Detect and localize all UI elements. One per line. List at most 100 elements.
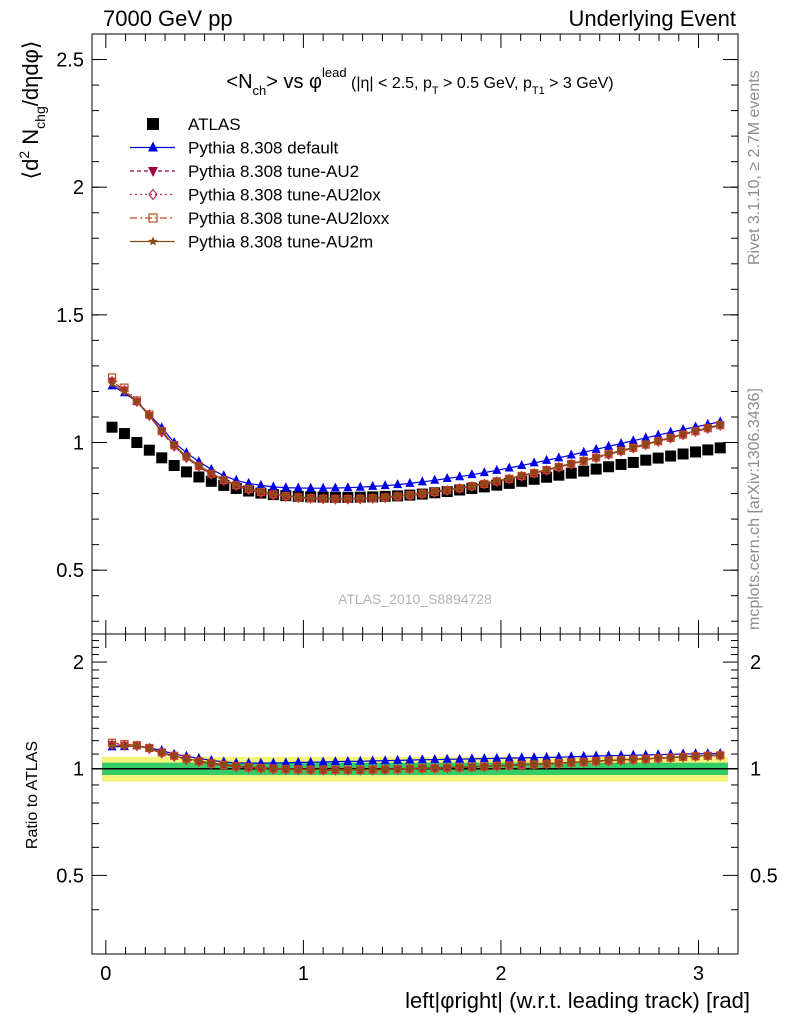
ratio-point-pythia-8-308-tune-au2m bbox=[703, 751, 713, 760]
data-point-pythia-8-308-tune-au2m bbox=[145, 411, 154, 420]
data-point-atlas bbox=[106, 421, 118, 433]
x-label-b: right| (w.r.t. leading track) [rad] bbox=[455, 988, 751, 1013]
ratio-point-pythia-8-308-tune-au2m bbox=[331, 765, 340, 774]
plot-title-cuts-sub1: T bbox=[432, 85, 439, 97]
data-point-pythia-8-308-tune-au2m bbox=[616, 445, 626, 455]
data-point-pythia-8-308-tune-au2m bbox=[318, 493, 328, 502]
ratio-point-pythia-8-308-tune-au2m bbox=[529, 759, 539, 768]
ratio-point-pythia-8-308-tune-au2m bbox=[480, 761, 489, 770]
data-point-pythia-8-308-tune-au2m bbox=[157, 426, 166, 435]
ratio-point-pythia-8-308-tune-au2m bbox=[616, 755, 626, 764]
data-point-pythia-8-308-default bbox=[293, 482, 303, 492]
data-point-pythia-8-308-default bbox=[628, 435, 638, 445]
data-point-pythia-8-308-tune-au2m bbox=[269, 489, 278, 498]
data-point-atlas bbox=[193, 471, 205, 483]
ratio-point-pythia-8-308-tune-au2m bbox=[629, 754, 638, 763]
ratio-point-pythia-8-308-tune-au2m bbox=[653, 753, 663, 762]
data-point-pythia-8-308-tune-au2m bbox=[492, 476, 502, 485]
data-point-pythia-8-308-tune-au2m bbox=[691, 426, 700, 435]
legend: ATLAS Pythia 8.308 default Pythia 8.308 tu… bbox=[130, 115, 390, 252]
data-point-pythia-8-308-tune-au2m bbox=[306, 493, 315, 502]
data-point-pythia-8-308-default bbox=[343, 482, 353, 492]
ratio-point-pythia-8-308-tune-au2m bbox=[256, 763, 266, 772]
data-point-pythia-8-308-tune-au2m bbox=[430, 487, 439, 496]
data-point-atlas bbox=[690, 446, 702, 458]
ratio-point-pythia-8-308-tune-au2m bbox=[120, 741, 129, 750]
ratio-series-layer bbox=[107, 738, 725, 776]
ratio-point-pythia-8-308-tune-au2m bbox=[567, 757, 576, 766]
data-point-pythia-8-308-default bbox=[442, 473, 452, 483]
data-point-pythia-8-308-tune-au2m bbox=[542, 465, 551, 474]
ratio-point-pythia-8-308-default bbox=[504, 752, 514, 762]
data-point-pythia-8-308-tune-au2m bbox=[418, 488, 427, 497]
ratio-point-pythia-8-308-tune-au2m bbox=[318, 765, 328, 774]
data-point-pythia-8-308-default bbox=[554, 452, 564, 462]
data-point-atlas bbox=[565, 467, 577, 479]
data-point-pythia-8-308-tune-au2m bbox=[194, 461, 204, 470]
data-point-pythia-8-308-tune-au2m bbox=[554, 462, 564, 471]
ratio-point-pythia-8-308-tune-au2m bbox=[356, 765, 365, 774]
ratio-point-pythia-8-308-tune-au2m bbox=[132, 741, 142, 750]
data-point-atlas bbox=[180, 466, 192, 478]
ratio-point-pythia-8-308-tune-au2m bbox=[430, 763, 439, 772]
ratio-point-pythia-8-308-tune-au2m bbox=[107, 741, 117, 750]
data-point-pythia-8-308-tune-au2m bbox=[393, 491, 402, 500]
main-y-axis-label: ⟨d2 Nchg/dηdφ⟩ bbox=[16, 41, 48, 180]
data-point-pythia-8-308-default bbox=[244, 477, 254, 487]
x-label-a: left| bbox=[405, 988, 440, 1013]
ratio-point-pythia-8-308-tune-au2m bbox=[269, 763, 278, 772]
ratio-point-pythia-8-308-tune-au2m bbox=[219, 760, 228, 769]
data-point-atlas bbox=[168, 459, 180, 471]
data-point-pythia-8-308-default bbox=[529, 457, 539, 467]
header-right: Underlying Event bbox=[568, 6, 736, 31]
legend-label-pythia-8-308-tune-au2lox: Pythia 8.308 tune-AU2lox bbox=[188, 186, 381, 205]
plot-title-mid: > vs φ bbox=[266, 71, 322, 93]
data-point-atlas bbox=[640, 454, 652, 466]
ratio-point-pythia-8-308-default bbox=[268, 757, 278, 767]
data-point-pythia-8-308-tune-au2m bbox=[343, 493, 353, 503]
ratio-point-pythia-8-308-default bbox=[455, 753, 465, 763]
data-point-pythia-8-308-default bbox=[517, 459, 527, 469]
ratio-point-pythia-8-308-tune-au2m bbox=[244, 762, 253, 771]
data-point-pythia-8-308-tune-au2lox bbox=[120, 384, 129, 396]
ratio-point-pythia-8-308-default bbox=[380, 755, 390, 765]
ratio-point-pythia-8-308-default bbox=[542, 751, 552, 761]
data-point-pythia-8-308-tune-au2m bbox=[169, 440, 179, 449]
plot-title: <Nch> vs φlead (|η| < 2.5, pT > 0.5 GeV,… bbox=[226, 65, 613, 98]
ratio-point-pythia-8-308-tune-au2m bbox=[405, 763, 415, 772]
legend-label-pythia-8-308-tune-au2m: Pythia 8.308 tune-AU2m bbox=[188, 233, 373, 252]
data-point-pythia-8-308-default bbox=[653, 429, 663, 439]
data-point-pythia-8-308-default bbox=[380, 480, 390, 490]
legend-label-atlas: ATLAS bbox=[188, 115, 241, 134]
main-panel: 0.5 1 1.5 2 2.5 bbox=[56, 33, 739, 635]
ratio-point-pythia-8-308-tune-au2m bbox=[343, 765, 353, 774]
data-point-pythia-8-308-default bbox=[641, 432, 651, 442]
plot-title-cuts-c: > 3 GeV) bbox=[545, 75, 614, 92]
y-label-sup: 2 bbox=[16, 151, 32, 159]
ratio-point-pythia-8-308-tune-au2m bbox=[182, 754, 191, 763]
data-point-pythia-8-308-tune-au2m bbox=[666, 432, 675, 441]
x-tick-label: 2 bbox=[495, 963, 506, 985]
data-point-pythia-8-308-tune-au2m bbox=[703, 423, 713, 432]
data-point-atlas bbox=[590, 463, 602, 475]
data-point-pythia-8-308-tune-au2m bbox=[132, 397, 142, 406]
data-point-pythia-8-308-tune-au2m bbox=[244, 484, 253, 493]
data-point-pythia-8-308-tune-au2m bbox=[281, 491, 291, 500]
legend-marker-pythia-8-308-tune-au2 bbox=[148, 167, 158, 177]
data-point-pythia-8-308-default bbox=[479, 467, 489, 477]
ratio-point-pythia-8-308-tune-au2m bbox=[579, 757, 588, 766]
ratio-point-pythia-8-308-tune-au2m bbox=[442, 762, 452, 771]
ratio-point-pythia-8-308-tune-au2m bbox=[467, 762, 477, 771]
ratio-point-pythia-8-308-default bbox=[554, 751, 564, 761]
data-point-atlas bbox=[665, 450, 677, 462]
ratio-point-pythia-8-308-default bbox=[467, 753, 477, 763]
legend-marker-pythia-8-308-tune-au2m bbox=[148, 236, 158, 246]
ratio-point-pythia-8-308-tune-au2m bbox=[715, 750, 725, 759]
ratio-point-pythia-8-308-tune-au2m bbox=[604, 755, 613, 764]
data-point-atlas bbox=[553, 469, 565, 481]
series-layer bbox=[106, 373, 726, 505]
data-point-atlas bbox=[541, 471, 553, 483]
ratio-frame bbox=[91, 633, 739, 955]
ratio-y-tick-label: 1 bbox=[73, 759, 84, 781]
legend-marker-pythia-8-308-default bbox=[148, 141, 158, 152]
